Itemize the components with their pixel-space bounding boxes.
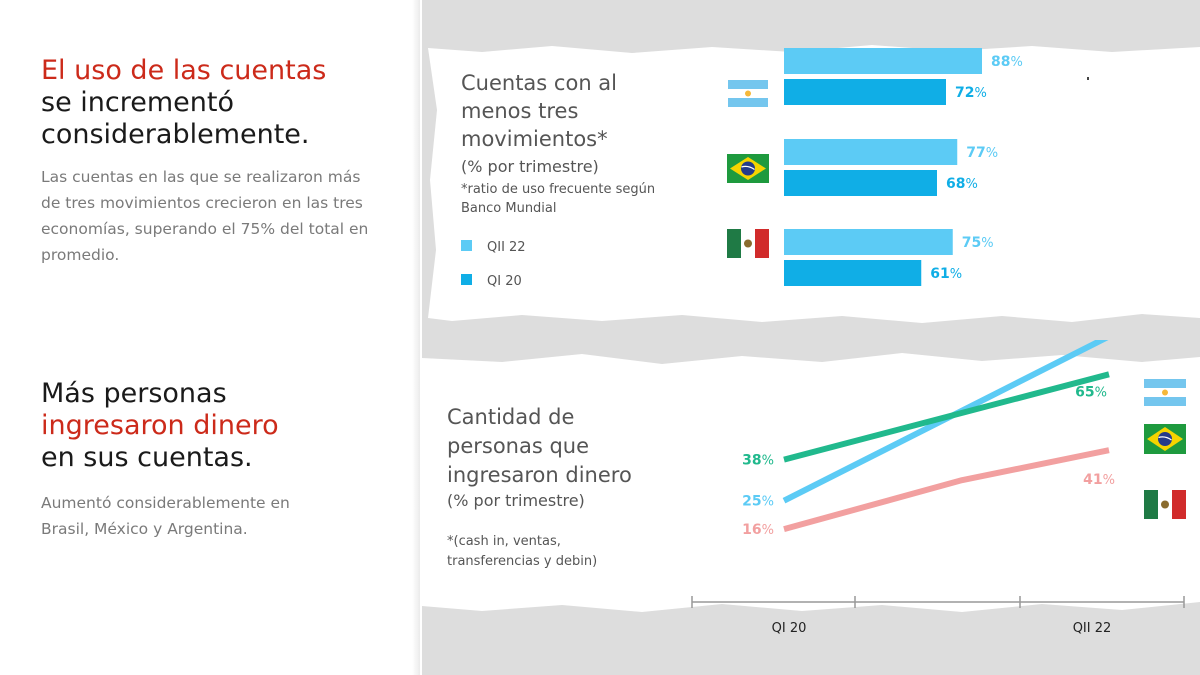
x-axis-label: QII 22 [1073, 621, 1112, 636]
line-chart-series [782, 340, 1110, 533]
bar-value-label: 88% [991, 54, 1023, 70]
column-shadow [412, 0, 420, 675]
legend-swatch [461, 240, 472, 251]
bar-chart: Cuentas con al menos tres movimientos* (% p… [428, 45, 1200, 323]
bar-chart-title: Cuentas con al menos tres movimientos* (% p… [461, 71, 655, 216]
section2-heading-line1: Más personas [41, 378, 227, 409]
line-value-label: 16% [742, 522, 774, 538]
line-value-label: 38% [742, 453, 774, 469]
bar-chart-note-line: *ratio de uso frecuente según [461, 182, 655, 197]
charts-area: Cuentas con al menos tres movimientos* (% p… [422, 0, 1200, 675]
line-chart-title-line: ingresaron dinero [447, 463, 632, 487]
bar [784, 79, 946, 105]
section2-heading: Más personas ingresaron dinero en sus cu… [41, 378, 279, 474]
line-value-label: 41% [1083, 472, 1115, 488]
bar-chart-subtitle: (% por trimestre) [461, 157, 599, 176]
bar [784, 170, 937, 196]
section2-heading-highlight: ingresaron dinero [41, 410, 279, 441]
line-chart-paper [422, 353, 1200, 612]
line-chart-subtitle: (% por trimestre) [447, 491, 585, 510]
argentina-flag [728, 80, 768, 107]
bar [784, 229, 953, 255]
line-value-label: 65% [1075, 384, 1107, 400]
line-chart-value-labels: 25%77%38%65%16%41% [742, 384, 1115, 538]
line-chart: Cantidad de personas que ingresaron dinero… [422, 340, 1200, 636]
legend-label: QI 20 [487, 274, 522, 289]
bar-chart-legend: QII 22 QI 20 [461, 240, 526, 289]
bar-value-label: 75% [962, 235, 994, 251]
x-axis-labels: QI 20 QII 22 [772, 621, 1112, 636]
argentina-flag [1144, 379, 1186, 406]
section1-paragraph: Las cuentas en las que se realizaron más… [41, 168, 369, 264]
bar-chart-value-labels: 88%72% 77% 68% 75%61% [930, 54, 1023, 282]
series-line [783, 371, 1110, 463]
bar-value-label: 68% [946, 176, 978, 192]
stray-dot [1087, 77, 1089, 80]
line-chart-note-line: *(cash in, ventas, [447, 534, 561, 549]
series-line [783, 447, 1110, 533]
section1-heading-line2: se incrementó [41, 87, 234, 118]
bar-chart-title-line: Cuentas con al [461, 71, 617, 95]
brasil-flag [727, 154, 769, 183]
bar-value-label: 72% [955, 85, 987, 101]
bar [784, 139, 958, 165]
line-value-label: 25% [742, 494, 774, 510]
section2-paragraph: Aumentó considerablemente en Brasil, Méx… [41, 494, 290, 538]
mexico-flag [727, 229, 769, 258]
bar-value-label: 61% [930, 266, 962, 282]
section1-heading-highlight: El uso de las cuentas [41, 55, 327, 86]
brasil-flag [1144, 424, 1186, 454]
left-text-column: El uso de las cuentas se incrementó cons… [0, 0, 420, 675]
line-chart-title-line: personas que [447, 434, 589, 458]
line-chart-title-line: Cantidad de [447, 405, 574, 429]
section1-heading-line3: considerablemente. [41, 119, 310, 150]
section2-heading-line3: en sus cuentas. [41, 442, 253, 473]
bar-chart-note-line: Banco Mundial [461, 201, 557, 216]
bar-chart-title-line: menos tres [461, 99, 578, 123]
bar-chart-panel: Cuentas con al menos tres movimientos* (% p… [422, 0, 1200, 340]
mexico-flag [1144, 490, 1186, 519]
line-chart-panel: Cantidad de personas que ingresaron dinero… [422, 340, 1200, 675]
line-chart-title: Cantidad de personas que ingresaron dinero… [447, 405, 632, 569]
bar-chart-title-line: movimientos* [461, 127, 608, 151]
bar-chart-bars [784, 48, 982, 286]
section1-heading: El uso de las cuentas se incrementó cons… [41, 55, 326, 151]
bar [784, 48, 982, 74]
bar [784, 260, 922, 286]
legend-swatch [461, 274, 472, 285]
legend-label: QII 22 [487, 240, 526, 255]
line-chart-note-line: transferencias y debin) [447, 554, 597, 569]
x-axis-label: QI 20 [772, 621, 807, 636]
bar-value-label: 77% [966, 145, 998, 161]
